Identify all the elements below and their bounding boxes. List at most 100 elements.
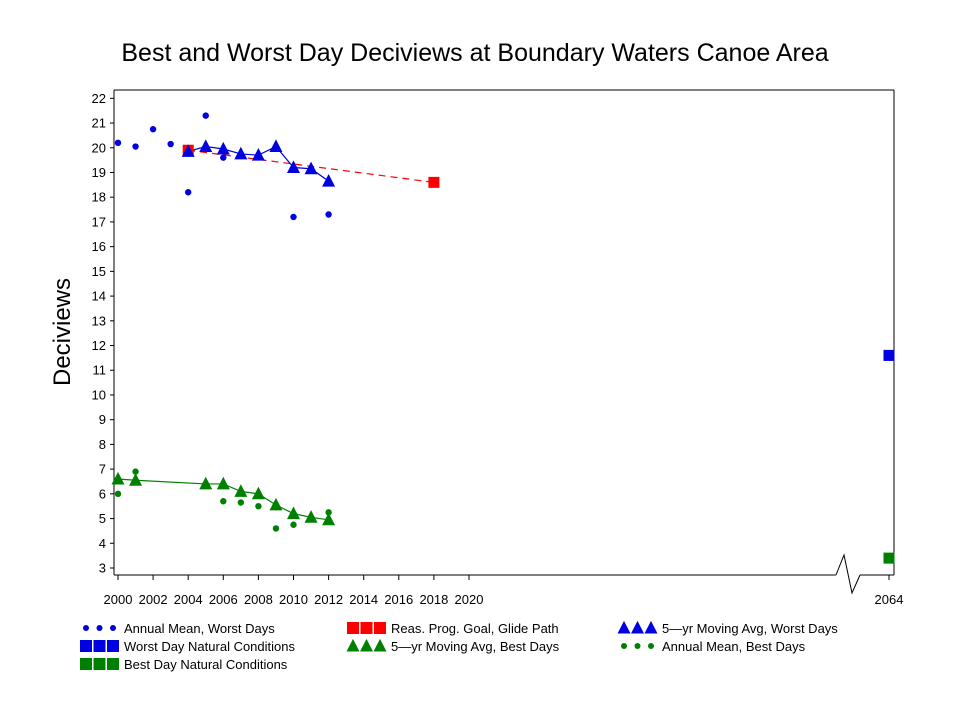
x-tick-label: 2018 (419, 592, 448, 607)
y-tick-label: 3 (99, 561, 106, 576)
x-tick-label: 2000 (104, 592, 133, 607)
y-tick-label: 10 (92, 387, 106, 402)
x-tick-label: 2004 (174, 592, 203, 607)
x-tick-label: 2012 (314, 592, 343, 607)
data-point (220, 154, 227, 161)
data-point (237, 499, 245, 506)
triangle-marker (287, 506, 300, 520)
plot-area (111, 112, 895, 564)
legend-symbol (360, 638, 373, 652)
legend-label: Reas. Prog. Goal, Glide Path (391, 621, 559, 636)
triangle-marker (199, 476, 213, 490)
chart-title: Best and Worst Day Deciviews at Boundary… (121, 39, 828, 67)
x-tick-label: 2010 (279, 592, 308, 607)
y-axis-label: Deciviews (49, 278, 76, 386)
legend-label: Best Day Natural Conditions (124, 657, 288, 672)
triangle-marker (322, 173, 336, 187)
data-point (114, 139, 122, 147)
triangle-marker (322, 512, 336, 526)
legend-label: Annual Mean, Best Days (662, 639, 806, 654)
data-point (132, 468, 139, 475)
y-tick-label: 18 (92, 190, 106, 205)
y-tick-label: 20 (92, 140, 106, 155)
triangle-marker (129, 473, 143, 486)
x-tick-label: 2014 (349, 592, 378, 607)
triangle-marker (269, 497, 283, 511)
data-point (132, 143, 139, 150)
y-tick-label: 15 (92, 264, 106, 279)
data-point (185, 189, 192, 196)
data-point (325, 509, 332, 516)
legend-symbol (617, 620, 631, 634)
legend-symbol (107, 658, 119, 670)
triangle-marker (287, 160, 300, 173)
legend-symbol (83, 625, 89, 631)
y-tick-label: 9 (99, 412, 106, 427)
y-tick-label: 11 (93, 363, 107, 378)
y-tick-label: 6 (99, 486, 106, 501)
triangle-marker (181, 144, 195, 157)
y-tick-label: 12 (92, 338, 106, 353)
legend-symbol (374, 622, 386, 634)
triangle-marker (251, 486, 265, 500)
axes: 3 4 5 6 7 8 9 10 11 12 13 14 15 16 17 18 19 20 21 22 2000 200… (92, 89, 904, 607)
y-tick-label: 17 (92, 214, 106, 229)
data-point (167, 140, 174, 148)
legend-label: 5—yr Moving Avg, Best Days (391, 639, 560, 654)
triangle-marker (234, 484, 248, 497)
legend-symbol (107, 640, 119, 652)
x-tick-label: 2006 (209, 592, 238, 607)
legend-symbol (373, 638, 387, 652)
triangle-marker (251, 148, 265, 161)
y-tick-label: 21 (92, 116, 106, 131)
data-point (325, 211, 332, 218)
legend-label: Annual Mean, Worst Days (124, 621, 275, 636)
legend-symbol (621, 643, 627, 649)
data-point (149, 126, 157, 133)
data-point (114, 490, 122, 498)
legend-symbol (96, 625, 103, 631)
y-tick-label: 4 (99, 536, 106, 551)
triangle-marker (216, 476, 230, 490)
x-tick-label: 2016 (384, 592, 413, 607)
y-tick-label: 7 (99, 462, 106, 477)
square-marker (883, 552, 895, 564)
data-point (290, 213, 297, 221)
legend: Annual Mean, Worst Days Worst Day Natural… (80, 620, 838, 672)
legend-symbol (648, 643, 654, 649)
legend-symbol (110, 625, 116, 631)
data-point (202, 112, 209, 119)
legend-symbol (631, 620, 644, 634)
data-point (272, 525, 280, 532)
triangle-marker (199, 139, 213, 152)
x-tick-label: 2064 (875, 592, 904, 607)
x-tick-label: 2002 (139, 592, 168, 607)
legend-symbol (347, 622, 359, 634)
legend-label: Worst Day Natural Conditions (124, 639, 295, 654)
legend-symbol (93, 658, 106, 670)
triangle-marker (269, 139, 283, 152)
legend-symbol (93, 640, 106, 652)
y-tick-label: 13 (92, 313, 106, 328)
triangle-marker (216, 141, 230, 155)
series-line (117, 478, 329, 521)
legend-symbol (644, 620, 658, 634)
triangle-marker (304, 161, 318, 175)
legend-symbol (80, 658, 92, 670)
data-point (220, 498, 227, 505)
square-marker (428, 176, 440, 188)
square-marker (883, 349, 895, 361)
x-tick-label: 2008 (244, 592, 273, 607)
legend-symbol (346, 638, 360, 652)
data-point (290, 521, 297, 528)
y-tick-label: 16 (92, 239, 106, 254)
legend-symbol (80, 640, 92, 652)
legend-symbol (634, 643, 641, 649)
y-tick-label: 5 (99, 511, 106, 526)
legend-label: 5—yr Moving Avg, Worst Days (662, 621, 838, 636)
y-tick-label: 19 (92, 165, 106, 180)
y-tick-label: 8 (99, 437, 106, 452)
data-point (255, 503, 262, 510)
triangle-marker (111, 471, 125, 485)
